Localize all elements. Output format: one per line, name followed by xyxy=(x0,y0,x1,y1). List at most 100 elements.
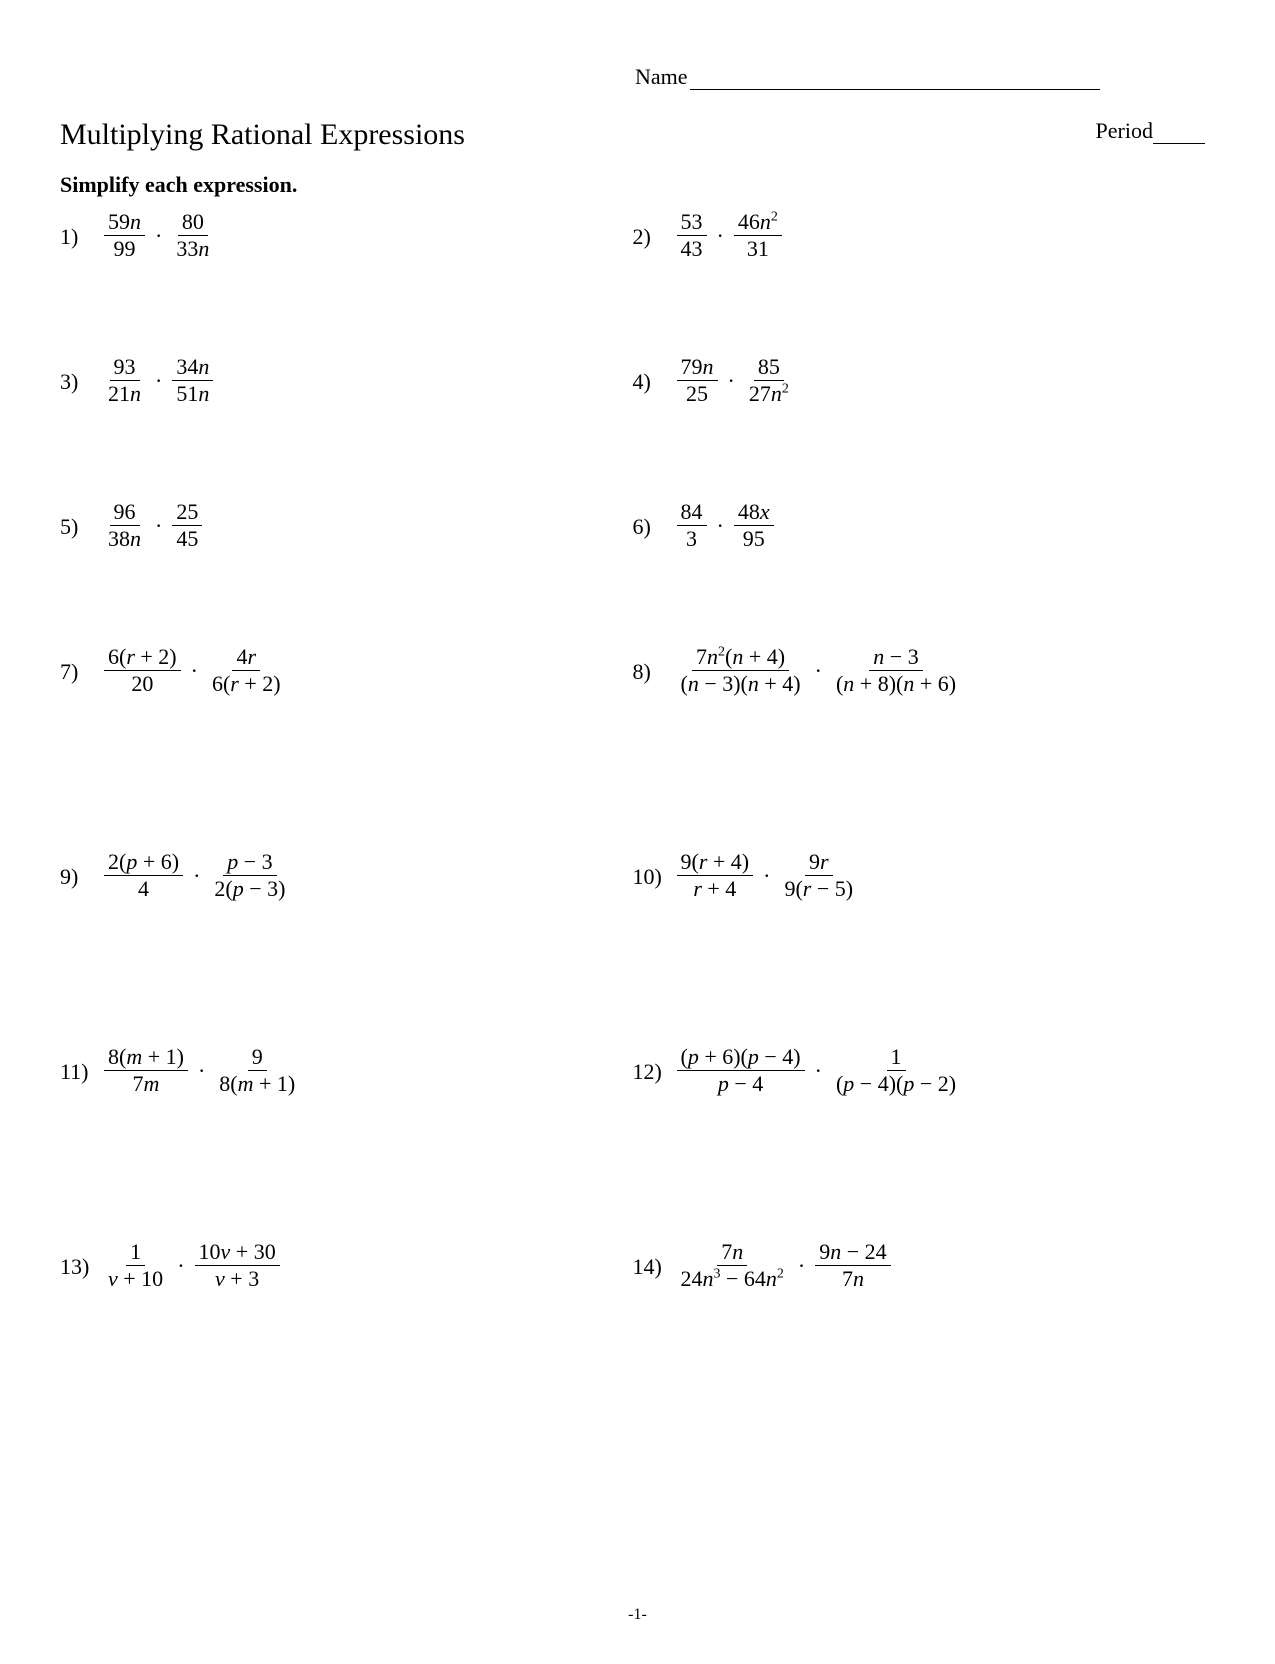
problem: 3)9321n·34n51n xyxy=(60,355,633,406)
problem-number: 1) xyxy=(60,222,92,250)
fraction: 9n − 247n xyxy=(815,1240,890,1291)
fraction: 98(m + 1) xyxy=(215,1045,299,1096)
problem: 4) 79n25·8527n2 xyxy=(633,355,1206,406)
numerator: 25 xyxy=(172,500,202,526)
numerator: 96 xyxy=(110,500,140,526)
numerator: 53 xyxy=(677,210,707,236)
multiply-dot: · xyxy=(715,513,726,539)
fraction: p − 32(p − 3) xyxy=(210,850,289,901)
problem-row: 9)2(p + 6)4·p − 32(p − 3)10)9(r + 4)r + … xyxy=(60,850,1205,1045)
problem: 6) 843 · 48x95 xyxy=(633,500,1206,551)
multiply-dot: · xyxy=(196,1058,207,1084)
fraction: 46n231 xyxy=(734,210,782,261)
name-field: Name xyxy=(635,64,1100,90)
expression: 2(p + 6)4·p − 32(p − 3) xyxy=(104,850,289,901)
problem: 2) 5343 · 46n231 xyxy=(633,210,1206,261)
denominator: 38n xyxy=(104,526,145,551)
expression: (p + 6)(p − 4)p − 4·1(p − 4)(p − 2) xyxy=(677,1045,961,1096)
problem: 11)8(m + 1)7m·98(m + 1) xyxy=(60,1045,633,1096)
denominator: r + 4 xyxy=(689,876,740,901)
problem-number: 3) xyxy=(60,367,92,395)
multiply-dot: · xyxy=(153,368,164,394)
fraction: 9r9(r − 5) xyxy=(780,850,857,901)
problem: 14)7n24n3 − 64n2·9n − 247n xyxy=(633,1240,1206,1291)
denominator: 6(r + 2) xyxy=(208,671,285,696)
period-field: Period xyxy=(1096,118,1205,144)
page-number: -1- xyxy=(0,1606,1275,1624)
fraction: 9(r + 4)r + 4 xyxy=(677,850,754,901)
numerator: 84 xyxy=(677,500,707,526)
multiply-dot: · xyxy=(191,863,202,889)
numerator: 93 xyxy=(110,355,140,381)
fraction: 843 xyxy=(677,500,707,551)
numerator: (p + 6)(p − 4) xyxy=(677,1045,805,1071)
instruction: Simplify each expression. xyxy=(60,172,297,198)
problem: 10)9(r + 4)r + 4·9r9(r − 5) xyxy=(633,850,1206,901)
problem-number: 14) xyxy=(633,1252,665,1280)
problem-number: 5) xyxy=(60,512,92,540)
problem-number: 9) xyxy=(60,862,92,890)
denominator: 4 xyxy=(134,876,153,901)
numerator: 34n xyxy=(172,355,213,381)
numerator: 9n − 24 xyxy=(815,1240,890,1266)
problem-number: 6) xyxy=(633,512,665,540)
fraction: 7n2(n + 4)(n − 3)(n + 4) xyxy=(677,645,805,696)
expression: 9(r + 4)r + 4·9r9(r − 5) xyxy=(677,850,858,901)
page-title: Multiplying Rational Expressions xyxy=(60,118,465,151)
problem-number: 8) xyxy=(633,657,665,685)
name-label: Name xyxy=(635,64,688,89)
expression: 8(m + 1)7m·98(m + 1) xyxy=(104,1045,299,1096)
expression: 59n99·8033n xyxy=(104,210,213,261)
denominator: 33n xyxy=(172,236,213,261)
fraction: 34n51n xyxy=(172,355,213,406)
multiply-dot: · xyxy=(796,1253,807,1279)
fraction: 1v + 10 xyxy=(104,1240,167,1291)
fraction: 6(r + 2)20 xyxy=(104,645,181,696)
problem-row: 1) 59n99·8033n 2) 5343 · 46n231 xyxy=(60,210,1205,355)
denominator: 25 xyxy=(682,381,712,406)
numerator: 59n xyxy=(104,210,145,236)
denominator: 43 xyxy=(677,236,707,261)
problem-number: 12) xyxy=(633,1057,665,1085)
problem-number: 11) xyxy=(60,1057,92,1085)
multiply-dot: · xyxy=(189,658,200,684)
expression: 79n25·8527n2 xyxy=(677,355,793,406)
numerator: 48x xyxy=(734,500,774,526)
problem-row: 13)1v + 10·10v + 30v + 314)7n24n3 − 64n2… xyxy=(60,1240,1205,1420)
multiply-dot: · xyxy=(715,223,726,249)
problem-number: 4) xyxy=(633,367,665,395)
problem-number: 2) xyxy=(633,222,665,250)
denominator: 45 xyxy=(172,526,202,551)
expression: 5343 · 46n231 xyxy=(677,210,782,261)
fraction: 9638n xyxy=(104,500,145,551)
denominator: 31 xyxy=(743,236,773,261)
numerator: 6(r + 2) xyxy=(104,645,181,671)
numerator: p − 3 xyxy=(223,850,276,876)
denominator: 9(r − 5) xyxy=(780,876,857,901)
fraction: 79n25 xyxy=(677,355,718,406)
fraction: 48x95 xyxy=(734,500,774,551)
problem-row: 11)8(m + 1)7m·98(m + 1)12)(p + 6)(p − 4)… xyxy=(60,1045,1205,1240)
multiply-dot: · xyxy=(813,1058,824,1084)
denominator: 99 xyxy=(110,236,140,261)
fraction: 1(p − 4)(p − 2) xyxy=(832,1045,960,1096)
fraction: 10v + 30v + 3 xyxy=(195,1240,280,1291)
expression: 9638n·2545 xyxy=(104,500,202,551)
period-underline xyxy=(1153,127,1205,144)
expression: 7n2(n + 4)(n − 3)(n + 4)·n − 3(n + 8)(n … xyxy=(677,645,961,696)
denominator: (n + 8)(n + 6) xyxy=(832,671,960,696)
expression: 7n24n3 − 64n2·9n − 247n xyxy=(677,1240,891,1291)
numerator: n − 3 xyxy=(869,645,922,671)
numerator: 9r xyxy=(805,850,833,876)
denominator: 27n2 xyxy=(745,381,793,406)
fraction: 5343 xyxy=(677,210,707,261)
problem-number: 13) xyxy=(60,1252,92,1280)
numerator: 46n2 xyxy=(734,210,782,236)
numerator: 10v + 30 xyxy=(195,1240,280,1266)
denominator: (n − 3)(n + 4) xyxy=(677,671,805,696)
numerator: 8(m + 1) xyxy=(104,1045,188,1071)
denominator: 95 xyxy=(739,526,769,551)
denominator: 3 xyxy=(682,526,701,551)
problem: 12)(p + 6)(p − 4)p − 4·1(p − 4)(p − 2) xyxy=(633,1045,1206,1096)
multiply-dot: · xyxy=(175,1253,186,1279)
